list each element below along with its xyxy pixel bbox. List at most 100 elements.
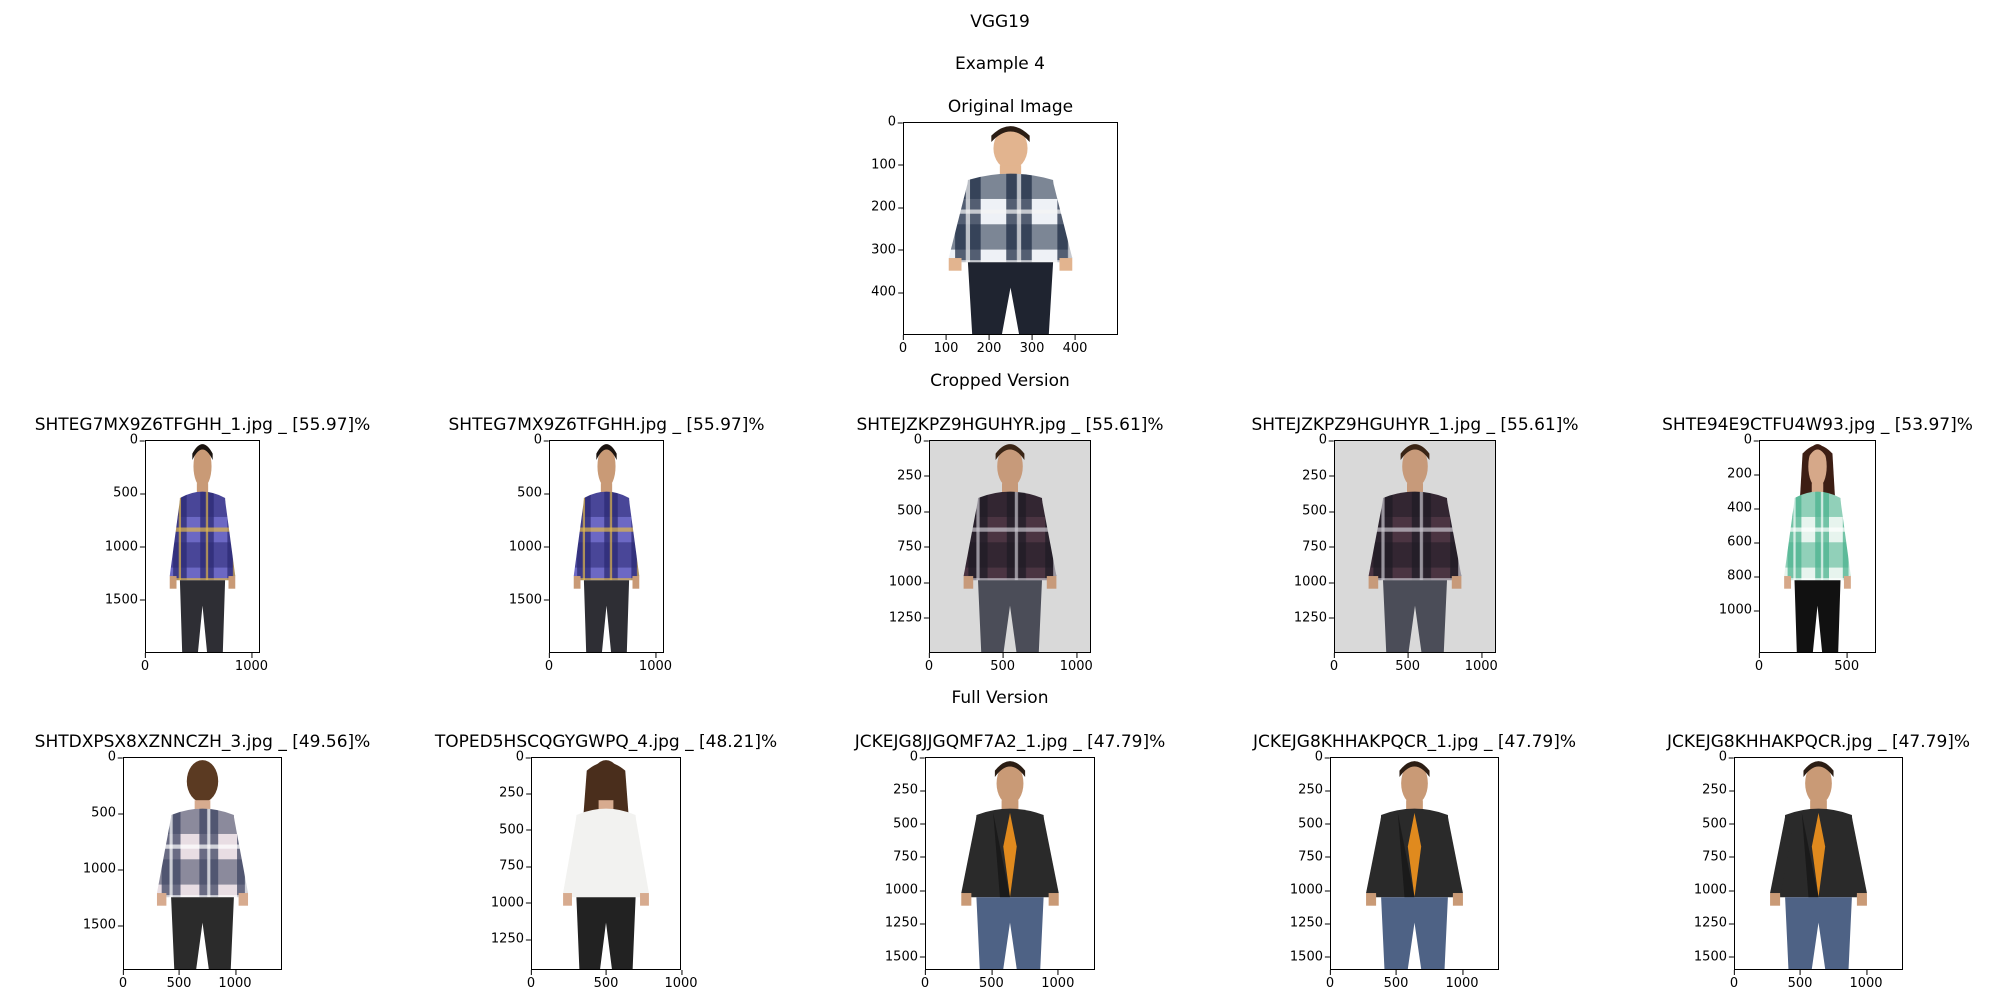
full-panel-2-xtick: 1000 (664, 970, 698, 991)
full-panel-4-xtick: 0 (1326, 970, 1334, 991)
cropped-panel-5-ytick: 0 (1744, 433, 1760, 448)
cropped-panel-3-picture (930, 441, 1090, 652)
full-panel-4-xtick: 1000 (1445, 970, 1479, 991)
cropped-panel-3-ytick: 0 (914, 433, 930, 448)
cropped-panel-1-title: SHTEG7MX9Z6TFGHH_1.jpg _ [55.97]% (34, 415, 371, 435)
full-panel-2-ytick: 250 (499, 786, 531, 801)
original-panel-ytick: 400 (871, 285, 903, 300)
full-panel-3-ytick: 500 (893, 816, 925, 831)
cropped-panel-1-ytick: 1500 (105, 592, 146, 607)
original-panel-ytick: 100 (871, 157, 903, 172)
cropped-panel-3-ytick: 750 (897, 539, 929, 554)
full-panel-5-ytick: 1500 (1694, 949, 1735, 964)
full-panel-5-xtick: 1000 (1849, 970, 1883, 991)
cropped-panel-5-picture (1760, 441, 1875, 652)
full-panel-2-ytick: 1000 (491, 895, 532, 910)
full-panel-2-image (531, 757, 681, 970)
full-panel-5-ytick: 0 (1719, 750, 1735, 765)
cropped-panel-5-xtick: 0 (1755, 653, 1763, 674)
cropped-panel-3-title: SHTEJZKPZ9HGUHYR.jpg _ [55.61]% (856, 415, 1164, 435)
full-panel-4-ytick: 0 (1315, 750, 1331, 765)
full-panel-3-ytick: 1000 (885, 883, 926, 898)
full-panel-2-title: TOPED5HSCQGYGWPQ_4.jpg _ [48.21]% (434, 732, 778, 752)
full-panel-5-ytick: 500 (1702, 816, 1734, 831)
full-panel-1-xtick: 1000 (218, 970, 252, 991)
cropped-panel-3-xtick: 0 (925, 653, 933, 674)
figure-title: VGG19 (970, 12, 1030, 32)
full-panel-5-picture (1735, 758, 1902, 969)
original-panel-xtick: 300 (1020, 335, 1044, 356)
full-panel-2-xtick: 500 (594, 970, 618, 991)
full-panel-3-ytick: 1500 (885, 949, 926, 964)
cropped-panel-1-ytick: 1000 (105, 539, 146, 554)
full-panel-1-xtick: 500 (167, 970, 191, 991)
cropped-panel-3-ytick: 1250 (889, 610, 930, 625)
original-panel-ytick: 0 (888, 115, 904, 130)
cropped-panel-2-image (549, 440, 664, 653)
original-panel-xtick: 0 (899, 335, 907, 356)
cropped-panel-1-xtick: 1000 (235, 653, 268, 674)
original-panel-image (903, 122, 1118, 335)
full-panel-1-title: SHTDXPSX8XZNNCZH_3.jpg _ [49.56]% (34, 732, 371, 752)
full-panel-1-ytick: 500 (91, 806, 123, 821)
full-panel-4-ytick: 750 (1298, 849, 1330, 864)
cropped-panel-4-image (1334, 440, 1496, 653)
full-panel-5-xtick: 0 (1730, 970, 1738, 991)
full-panel-5-title: JCKEJG8KHHAKPQCR.jpg _ [47.79]% (1666, 732, 1971, 752)
cropped-heading: Cropped Version (930, 371, 1070, 391)
full-panel-2-ytick: 0 (516, 750, 532, 765)
full-panel-3-xtick: 500 (979, 970, 1004, 991)
cropped-panel-3-ytick: 500 (897, 504, 929, 519)
original-panel-title: Original Image (947, 97, 1074, 117)
full-panel-4-ytick: 1250 (1290, 916, 1331, 931)
full-panel-3-xtick: 1000 (1041, 970, 1074, 991)
cropped-panel-5-title: SHTE94E9CTFU4W93.jpg _ [53.97]% (1662, 415, 1973, 435)
original-panel-ytick: 300 (871, 242, 903, 257)
original-panel-picture (904, 123, 1117, 334)
cropped-panel-4-ytick: 250 (1302, 468, 1334, 483)
full-panel-2-ytick: 750 (499, 859, 531, 874)
cropped-panel-4-xtick: 500 (1395, 653, 1420, 674)
cropped-panel-1-ytick: 500 (113, 486, 145, 501)
full-panel-2-ytick: 500 (499, 822, 531, 837)
full-panel-2-xtick: 0 (527, 970, 535, 991)
cropped-panel-5-ytick: 200 (1727, 467, 1759, 482)
cropped-panel-2-ytick: 500 (517, 486, 549, 501)
full-panel-5-xtick: 500 (1788, 970, 1812, 991)
cropped-panel-3-ytick: 1000 (889, 575, 930, 590)
full-panel-5-ytick: 250 (1702, 783, 1734, 798)
full-panel-4-title: JCKEJG8KHHAKPQCR_1.jpg _ [47.79]% (1253, 732, 1576, 752)
full-panel-4-picture (1331, 758, 1498, 969)
full-panel-4-image (1330, 757, 1499, 970)
cropped-panel-4-picture (1335, 441, 1495, 652)
full-panel-5-image (1734, 757, 1903, 970)
full-panel-3-picture (926, 758, 1094, 969)
cropped-panel-1-ytick: 0 (130, 433, 146, 448)
full-panel-5-ytick: 1250 (1694, 916, 1735, 931)
cropped-panel-5-ytick: 1000 (1719, 603, 1760, 618)
cropped-panel-2-ytick: 1500 (509, 592, 550, 607)
full-panel-4-ytick: 1000 (1290, 883, 1331, 898)
cropped-panel-5-xtick: 500 (1834, 653, 1859, 674)
full-panel-1-ytick: 1500 (83, 918, 124, 933)
cropped-panel-4-ytick: 1000 (1294, 575, 1335, 590)
cropped-panel-2-ytick: 1000 (509, 539, 550, 554)
cropped-panel-5-ytick: 600 (1727, 535, 1759, 550)
full-panel-4-xtick: 500 (1384, 970, 1408, 991)
cropped-panel-3-xtick: 500 (990, 653, 1015, 674)
full-panel-2-ytick: 1250 (491, 932, 532, 947)
full-panel-3-title: JCKEJG8JJGQMF7A2_1.jpg _ [47.79]% (854, 732, 1166, 752)
cropped-panel-3-image (929, 440, 1091, 653)
cropped-panel-1-picture (146, 441, 259, 652)
cropped-panel-4-xtick: 1000 (1465, 653, 1498, 674)
full-panel-1-picture (124, 758, 281, 969)
full-panel-4-ytick: 500 (1298, 816, 1330, 831)
cropped-panel-5-ytick: 800 (1727, 569, 1759, 584)
cropped-panel-4-ytick: 1250 (1294, 610, 1335, 625)
original-panel-xtick: 400 (1063, 335, 1087, 356)
full-panel-4-ytick: 1500 (1290, 949, 1331, 964)
full-panel-3-ytick: 250 (893, 783, 925, 798)
full-panel-5-ytick: 750 (1702, 849, 1734, 864)
full-heading: Full Version (951, 688, 1049, 708)
original-panel-xtick: 100 (934, 335, 958, 356)
